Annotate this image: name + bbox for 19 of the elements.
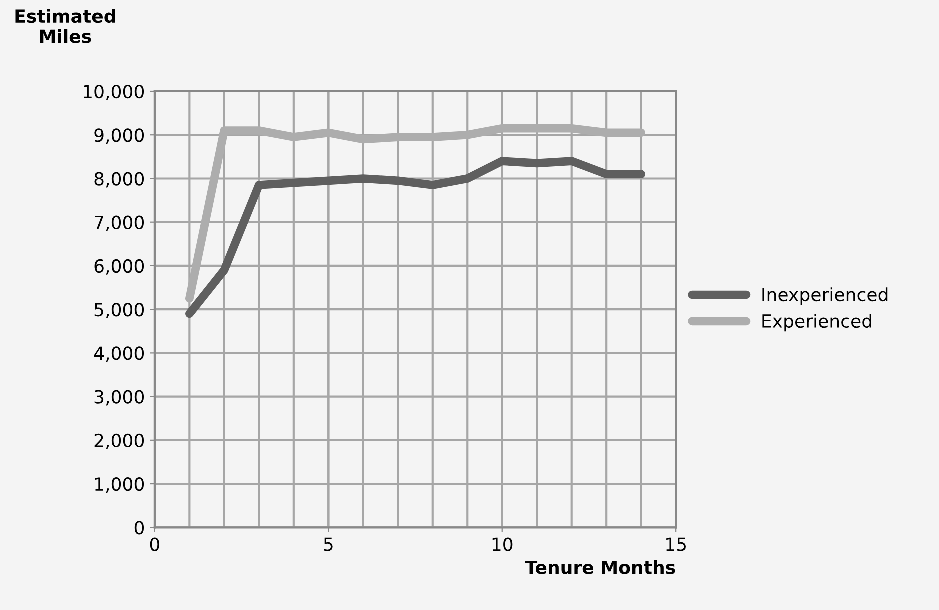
- y-tick-label: 6,000: [94, 259, 144, 275]
- y-tick-label: 3,000: [94, 390, 144, 406]
- x-axis-title: Tenure Months: [525, 560, 676, 574]
- x-tick-label: 5: [324, 538, 333, 552]
- y-tick-label: 7,000: [95, 216, 144, 232]
- y-tick-label: 1,000: [96, 477, 144, 493]
- y-tick-label: 9,000: [94, 128, 144, 144]
- y-tick-label: 10,000: [84, 84, 144, 100]
- x-tick-label: 10: [492, 538, 513, 552]
- y-tick-label: 5,000: [94, 303, 144, 319]
- x-tick-label: 15: [666, 538, 686, 552]
- y-axis-title: Estimated Miles: [16, 9, 116, 44]
- x-tick-label: 0: [150, 538, 160, 552]
- legend-label: Inexperienced: [762, 288, 888, 306]
- legend-label: Experienced: [762, 314, 872, 332]
- y-tick-label: 8,000: [94, 172, 144, 188]
- y-tick-label: 2,000: [94, 434, 144, 450]
- y-tick-label: 4,000: [94, 346, 144, 362]
- y-tick-label: 0: [134, 521, 144, 535]
